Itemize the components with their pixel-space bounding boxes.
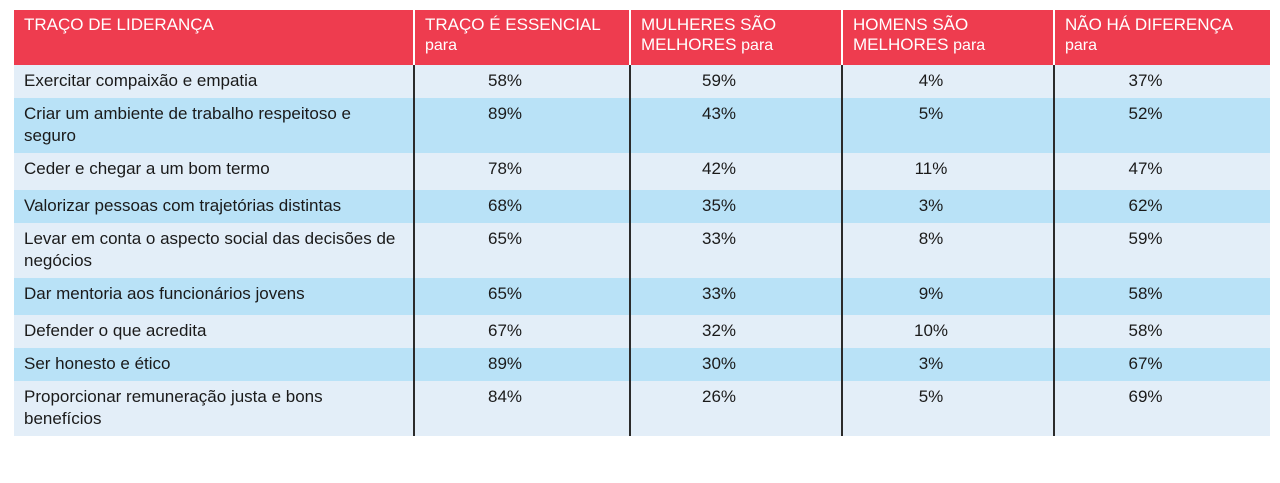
women-better-cell: 42% [629, 153, 842, 190]
header-women-better-suffix: para [741, 37, 774, 54]
trait-cell: Dar mentoria aos funcionários jovens [14, 278, 414, 315]
no-difference-cell: 37% [1053, 65, 1270, 98]
trait-cell: Defender o que acredita [14, 315, 414, 348]
no-difference-cell: 62% [1053, 190, 1270, 223]
trait-cell: Ceder e chegar a um bom termo [14, 153, 414, 190]
table-row: Dar mentoria aos funcionários jovens 65%… [14, 278, 1270, 315]
men-better-cell: 3% [841, 348, 1054, 381]
no-difference-cell: 67% [1053, 348, 1270, 381]
women-better-cell: 32% [629, 315, 842, 348]
header-women-better-label: MULHERES SÃO MELHORES [641, 15, 777, 54]
table-row: Ceder e chegar a um bom termo 78% 42% 11… [14, 153, 1270, 190]
table-row: Ser honesto e ético 89% 30% 3% 67% [14, 348, 1270, 381]
essential-cell: 89% [413, 348, 630, 381]
header-essential-suffix: para [425, 37, 458, 54]
essential-cell: 65% [413, 278, 630, 315]
essential-cell: 58% [413, 65, 630, 98]
trait-cell: Exercitar compaixão e empatia [14, 65, 414, 98]
women-better-cell: 35% [629, 190, 842, 223]
header-trait-label: TRAÇO DE LIDERANÇA [24, 15, 214, 34]
women-better-cell: 59% [629, 65, 842, 98]
men-better-cell: 3% [841, 190, 1054, 223]
trait-cell: Proporcionar remuneração justa e bons be… [14, 381, 414, 436]
leadership-traits-table-container: TRAÇO DE LIDERANÇA TRAÇO É ESSENCIAL par… [14, 10, 1270, 436]
men-better-cell: 9% [841, 278, 1054, 315]
header-essential: TRAÇO É ESSENCIAL para [413, 10, 630, 65]
leadership-traits-table: TRAÇO DE LIDERANÇA TRAÇO É ESSENCIAL par… [14, 10, 1270, 436]
header-essential-label: TRAÇO É ESSENCIAL [425, 15, 601, 34]
men-better-cell: 5% [841, 98, 1054, 153]
table-row: Valorizar pessoas com trajetórias distin… [14, 190, 1270, 223]
essential-cell: 68% [413, 190, 630, 223]
header-trait: TRAÇO DE LIDERANÇA [14, 10, 414, 65]
trait-cell: Valorizar pessoas com trajetórias distin… [14, 190, 414, 223]
header-no-difference-suffix: para [1065, 37, 1098, 54]
men-better-cell: 11% [841, 153, 1054, 190]
table-header: TRAÇO DE LIDERANÇA TRAÇO É ESSENCIAL par… [14, 10, 1270, 65]
no-difference-cell: 58% [1053, 315, 1270, 348]
trait-cell: Criar um ambiente de trabalho respeitoso… [14, 98, 414, 153]
table-row: Exercitar compaixão e empatia 58% 59% 4%… [14, 65, 1270, 98]
men-better-cell: 5% [841, 381, 1054, 436]
men-better-cell: 8% [841, 223, 1054, 278]
header-no-difference: NÃO HÁ DIFERENÇA para [1053, 10, 1270, 65]
essential-cell: 67% [413, 315, 630, 348]
table-row: Defender o que acredita 67% 32% 10% 58% [14, 315, 1270, 348]
table-row: Criar um ambiente de trabalho respeitoso… [14, 98, 1270, 153]
header-women-better: MULHERES SÃO MELHORES para [629, 10, 842, 65]
no-difference-cell: 47% [1053, 153, 1270, 190]
no-difference-cell: 69% [1053, 381, 1270, 436]
trait-cell: Levar em conta o aspecto social das deci… [14, 223, 414, 278]
women-better-cell: 33% [629, 223, 842, 278]
essential-cell: 84% [413, 381, 630, 436]
table-row: Proporcionar remuneração justa e bons be… [14, 381, 1270, 436]
table-body: Exercitar compaixão e empatia 58% 59% 4%… [14, 65, 1270, 436]
header-men-better-suffix: para [953, 37, 986, 54]
men-better-cell: 10% [841, 315, 1054, 348]
header-no-difference-label: NÃO HÁ DIFERENÇA [1065, 15, 1233, 34]
table-row: Levar em conta o aspecto social das deci… [14, 223, 1270, 278]
women-better-cell: 33% [629, 278, 842, 315]
no-difference-cell: 59% [1053, 223, 1270, 278]
essential-cell: 89% [413, 98, 630, 153]
header-men-better: HOMENS SÃO MELHORES para [841, 10, 1054, 65]
essential-cell: 78% [413, 153, 630, 190]
women-better-cell: 43% [629, 98, 842, 153]
no-difference-cell: 52% [1053, 98, 1270, 153]
men-better-cell: 4% [841, 65, 1054, 98]
trait-cell: Ser honesto e ético [14, 348, 414, 381]
header-row: TRAÇO DE LIDERANÇA TRAÇO É ESSENCIAL par… [14, 10, 1270, 65]
women-better-cell: 30% [629, 348, 842, 381]
essential-cell: 65% [413, 223, 630, 278]
header-men-better-label: HOMENS SÃO MELHORES [853, 15, 969, 54]
no-difference-cell: 58% [1053, 278, 1270, 315]
women-better-cell: 26% [629, 381, 842, 436]
